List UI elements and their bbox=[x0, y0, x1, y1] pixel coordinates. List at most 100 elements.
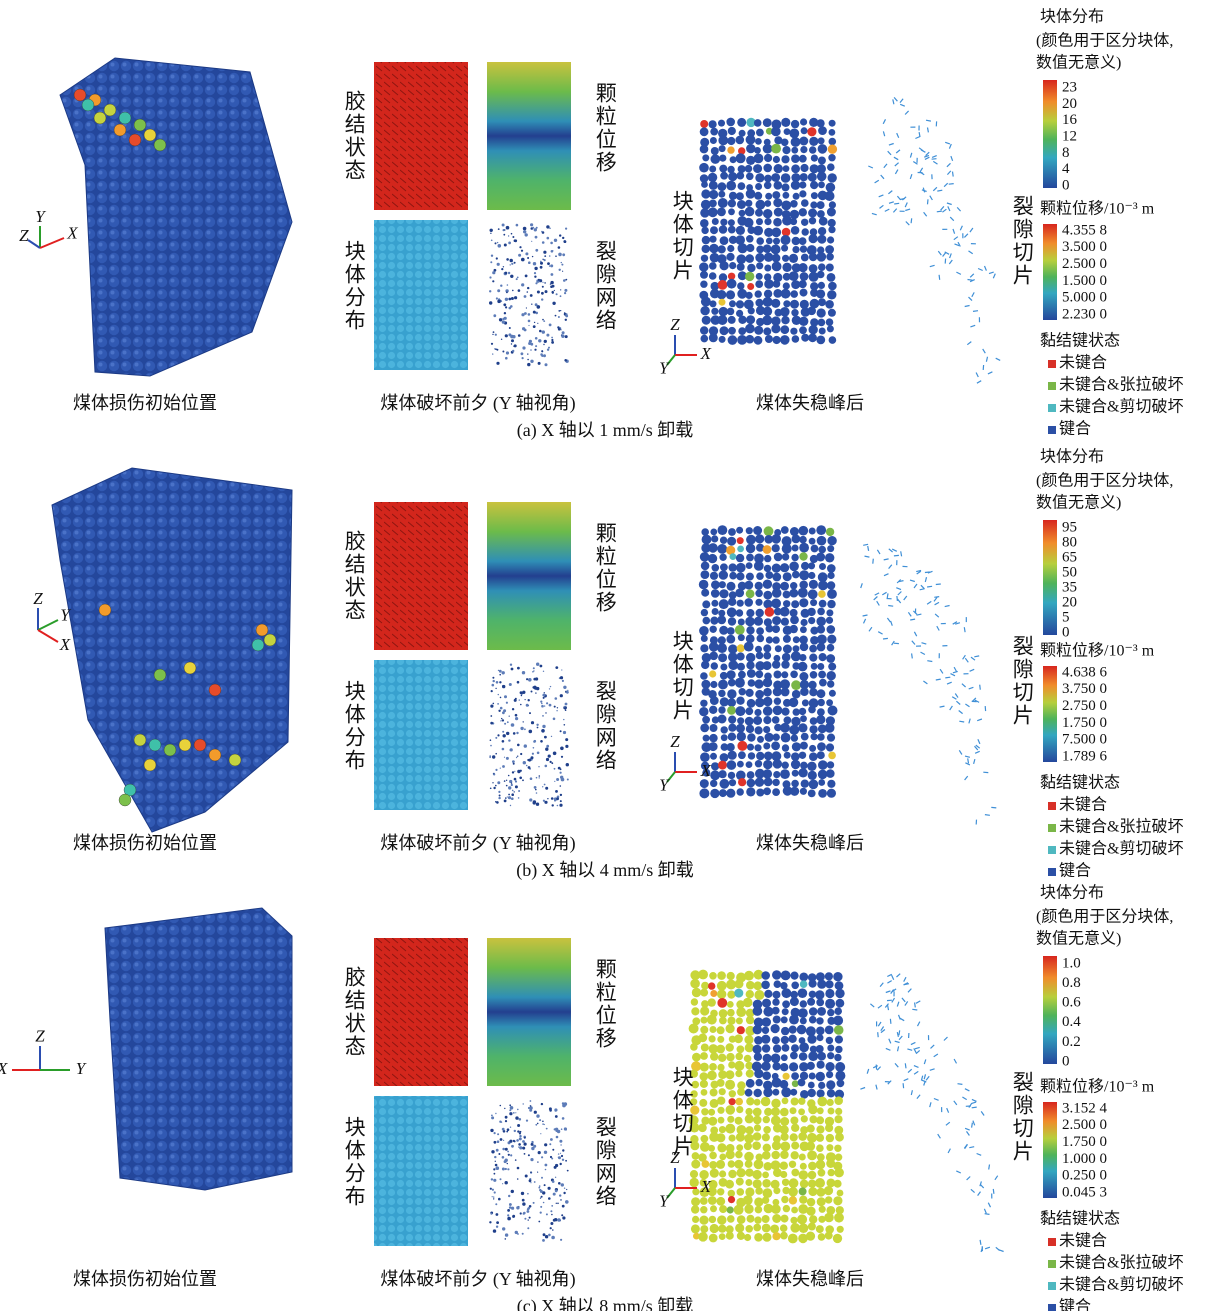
slice-particle bbox=[738, 670, 746, 679]
slice-particle bbox=[691, 1061, 702, 1072]
crack-dot bbox=[499, 706, 503, 710]
crack-segment bbox=[905, 221, 910, 226]
slice-particle bbox=[746, 661, 755, 670]
crack-dot bbox=[516, 1166, 520, 1170]
crack-dot bbox=[517, 1130, 520, 1133]
slice-particle bbox=[781, 183, 790, 192]
axis-label: Y bbox=[659, 775, 670, 794]
slice-particle bbox=[808, 562, 816, 570]
slice-particle bbox=[826, 733, 836, 742]
slice-particle bbox=[744, 164, 753, 173]
slice-particle bbox=[755, 589, 763, 598]
crack-dot bbox=[523, 1142, 527, 1146]
slice-particle bbox=[773, 207, 783, 217]
slice-particle bbox=[754, 708, 762, 717]
slice-particle bbox=[791, 1206, 798, 1214]
slice-particle bbox=[756, 128, 764, 137]
slice-particle bbox=[755, 280, 764, 288]
crack-dot bbox=[531, 1140, 534, 1144]
slice-particle bbox=[790, 137, 801, 147]
slice-particle bbox=[808, 1161, 817, 1171]
slice-particle bbox=[717, 1096, 726, 1105]
crack-dot bbox=[552, 717, 556, 721]
slice-particle bbox=[718, 1126, 727, 1134]
slice-particle bbox=[762, 1171, 769, 1179]
slice-particle bbox=[717, 544, 728, 554]
slice-particle bbox=[763, 644, 772, 653]
crack-dot bbox=[516, 680, 520, 684]
slice-particle bbox=[763, 209, 773, 219]
crack-dot bbox=[564, 702, 568, 706]
slice-particle bbox=[763, 526, 774, 537]
crack-segment bbox=[946, 1107, 950, 1113]
slice-particle bbox=[764, 174, 772, 183]
crack-dot bbox=[565, 707, 567, 709]
crack-dot bbox=[495, 348, 497, 350]
slice-particle bbox=[771, 598, 781, 609]
slice-particle bbox=[700, 672, 708, 680]
slice-particle bbox=[833, 1015, 844, 1026]
crack-segment bbox=[992, 1188, 995, 1194]
slice-particle bbox=[745, 562, 753, 569]
slice-particle bbox=[782, 262, 792, 272]
slice-particle bbox=[709, 1168, 719, 1178]
slice-particle bbox=[692, 1215, 700, 1223]
crack-dot bbox=[529, 777, 533, 780]
slice-particle bbox=[816, 525, 827, 535]
slice-particle bbox=[725, 1070, 735, 1080]
crack-dot bbox=[549, 760, 552, 764]
crack-dot bbox=[490, 1178, 494, 1181]
slice-particle bbox=[726, 117, 735, 127]
crack-segment bbox=[899, 98, 904, 103]
crack-dot bbox=[494, 1163, 498, 1167]
crack-dot bbox=[507, 774, 510, 777]
crack-segment bbox=[897, 1014, 901, 1020]
slice-particle bbox=[753, 1124, 762, 1132]
slice-particle bbox=[701, 226, 709, 235]
crack-segment bbox=[893, 156, 899, 161]
slice-particle bbox=[709, 1161, 718, 1169]
slice-particle bbox=[700, 254, 709, 262]
crack-dot bbox=[533, 1144, 537, 1148]
slice-particle bbox=[825, 263, 834, 272]
crack-dot bbox=[543, 259, 546, 262]
slice-particle bbox=[827, 144, 838, 154]
slice-particle bbox=[709, 733, 718, 743]
crack-dot bbox=[525, 307, 528, 309]
slice-particle bbox=[736, 1045, 745, 1054]
crack-segment bbox=[914, 1046, 920, 1050]
slice-particle bbox=[816, 998, 825, 1007]
slice-particle bbox=[771, 126, 781, 137]
slice-particle bbox=[781, 988, 792, 999]
slice-particle bbox=[782, 572, 792, 582]
slice-particle bbox=[700, 761, 710, 770]
colorbar-tick: 95 bbox=[1062, 519, 1077, 535]
slice-particle bbox=[780, 1016, 788, 1024]
crack-segment bbox=[926, 127, 929, 133]
slice-particle bbox=[798, 723, 808, 733]
slice-particle bbox=[743, 1054, 752, 1063]
slice-particle bbox=[781, 660, 790, 669]
slice-particle bbox=[736, 1007, 747, 1017]
slice-particle bbox=[815, 1225, 824, 1234]
slice-particle bbox=[717, 998, 728, 1008]
slice-particle bbox=[781, 671, 789, 679]
slice-particle bbox=[816, 251, 827, 262]
crack-dot bbox=[509, 663, 513, 666]
slice-particle bbox=[801, 333, 810, 342]
slice-particle bbox=[816, 308, 826, 318]
slice-particle bbox=[742, 1195, 753, 1205]
slice-particle bbox=[826, 1071, 834, 1079]
slice-particle bbox=[827, 589, 837, 599]
crack-dot bbox=[518, 699, 520, 701]
slice-particle bbox=[710, 589, 720, 598]
crack-dot bbox=[529, 294, 533, 297]
legend-note: (颜色用于区分块体, bbox=[1036, 32, 1173, 50]
crack-dot bbox=[489, 1221, 492, 1224]
slice-particle bbox=[789, 128, 800, 139]
crack-segment bbox=[966, 1176, 971, 1181]
slice-particle bbox=[798, 768, 808, 778]
slice-particle bbox=[744, 580, 754, 590]
crack-segment bbox=[967, 758, 970, 764]
slice-particle bbox=[762, 769, 773, 779]
